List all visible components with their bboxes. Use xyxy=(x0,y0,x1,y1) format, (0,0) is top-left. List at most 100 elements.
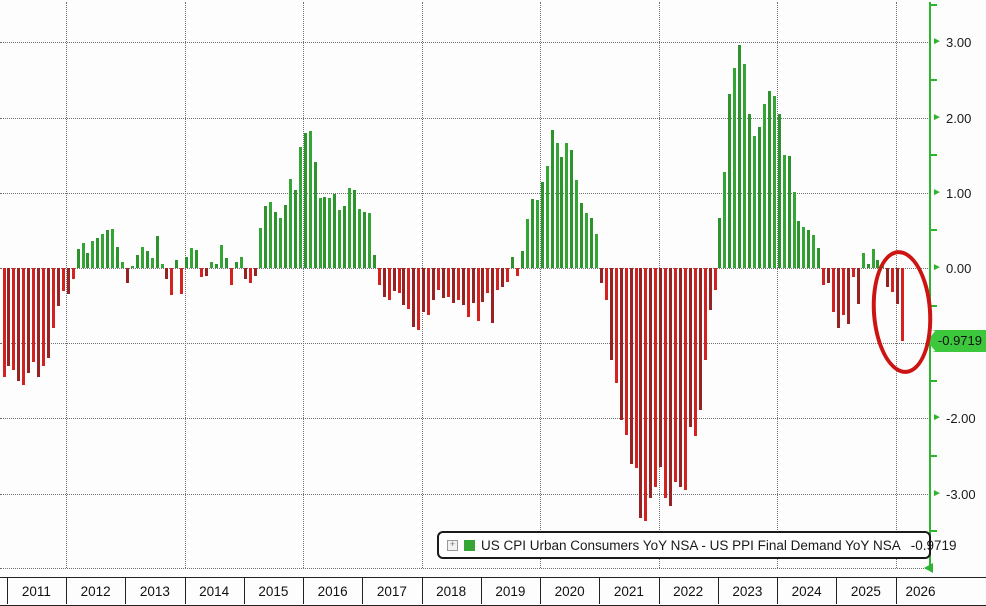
data-bar xyxy=(802,226,806,268)
year-label: 2012 xyxy=(80,584,111,599)
legend-box[interactable]: + US CPI Urban Consumers YoY NSA - US PP… xyxy=(437,531,957,559)
data-bar xyxy=(555,143,559,268)
data-bar xyxy=(12,268,16,370)
x-axis-year-strip: 2011 2012 2013 2014 2015 2016 2017 2018 2019 2020… xyxy=(0,577,986,606)
data-bar xyxy=(599,268,603,284)
y-tick-label: 0.00 xyxy=(946,261,972,276)
year-label: 2024 xyxy=(791,584,822,599)
year-label: 2014 xyxy=(199,584,230,599)
data-bar xyxy=(407,268,411,309)
data-bar xyxy=(308,131,312,268)
data-bar xyxy=(140,246,144,268)
data-bar xyxy=(214,264,218,268)
v-gridline xyxy=(658,2,660,568)
data-bar xyxy=(866,264,870,268)
data-bar xyxy=(871,249,875,268)
data-bar xyxy=(748,113,752,268)
data-bar xyxy=(891,268,895,293)
year-label: 2023 xyxy=(732,584,763,599)
data-bar xyxy=(264,206,268,268)
last-value-badge: -0.9719 xyxy=(927,330,986,352)
data-bar xyxy=(432,268,436,300)
h-gridline xyxy=(0,268,930,269)
right-y-axis-line xyxy=(929,2,931,569)
data-bar xyxy=(595,234,598,268)
data-bar xyxy=(303,133,307,268)
year-label: 2020 xyxy=(554,584,585,599)
data-bar xyxy=(812,234,816,268)
data-bar xyxy=(728,93,732,268)
data-bar xyxy=(224,258,228,268)
legend-expand-icon[interactable]: + xyxy=(447,539,458,551)
data-bar xyxy=(876,260,880,268)
v-gridline xyxy=(777,2,779,568)
data-bar xyxy=(229,268,233,286)
data-bar xyxy=(96,237,100,268)
data-bar xyxy=(358,208,361,268)
legend-series-swatch-icon xyxy=(464,539,475,551)
data-bar xyxy=(76,249,80,268)
data-bar xyxy=(190,248,194,268)
data-bar xyxy=(372,255,376,268)
data-bar xyxy=(792,192,796,268)
data-bar xyxy=(516,268,519,276)
year-label: 2016 xyxy=(317,584,348,599)
data-bar xyxy=(71,268,75,280)
data-bar xyxy=(397,268,401,293)
data-bar xyxy=(693,268,697,437)
data-bar xyxy=(412,268,416,327)
data-bar xyxy=(259,228,263,268)
data-bar xyxy=(476,268,480,322)
data-bar xyxy=(274,211,278,268)
year-divider xyxy=(777,578,779,604)
data-bar xyxy=(550,129,554,268)
data-bar xyxy=(733,67,737,268)
data-bar xyxy=(377,268,381,286)
year-label: 2015 xyxy=(258,584,289,599)
v-gridline xyxy=(895,2,897,568)
data-bar xyxy=(753,136,756,268)
data-bar xyxy=(37,268,41,378)
year-divider xyxy=(599,578,601,604)
v-gridline xyxy=(184,2,186,568)
data-bar xyxy=(135,255,139,268)
axis-bottom-arrow-icon xyxy=(924,563,933,573)
data-bar xyxy=(501,268,505,287)
y-tick-label: -2.00 xyxy=(946,411,976,427)
year-divider xyxy=(125,578,127,604)
h-gridline xyxy=(0,192,930,194)
data-bar xyxy=(46,268,50,359)
data-bar xyxy=(619,268,623,420)
y-tick-label: -3.00 xyxy=(946,486,976,502)
data-bar xyxy=(91,240,95,268)
v-gridline xyxy=(303,2,305,568)
data-bar xyxy=(540,181,544,268)
data-bar xyxy=(629,268,633,464)
year-label: 2021 xyxy=(613,584,644,599)
data-bar xyxy=(456,268,460,300)
year-divider xyxy=(836,578,838,604)
v-gridline xyxy=(421,2,423,568)
h-gridline xyxy=(0,117,930,119)
data-bar xyxy=(145,251,149,268)
data-bar xyxy=(757,127,761,268)
data-bar xyxy=(782,155,786,268)
plot-bottom-border xyxy=(0,568,930,569)
data-bar xyxy=(886,268,890,287)
data-bar xyxy=(7,268,11,366)
data-bar xyxy=(86,252,90,268)
data-bar xyxy=(560,156,564,268)
data-bar xyxy=(466,268,470,317)
data-bar xyxy=(323,196,327,268)
data-bar xyxy=(901,268,905,342)
data-bar xyxy=(822,268,826,285)
data-bar xyxy=(66,268,70,295)
data-bar xyxy=(116,246,120,268)
y-tick-arrow-icon: ► xyxy=(932,412,942,424)
data-bar xyxy=(713,268,717,290)
data-bar xyxy=(402,268,406,305)
data-bar xyxy=(427,268,431,315)
data-bar xyxy=(832,268,835,312)
data-bar xyxy=(298,146,302,268)
